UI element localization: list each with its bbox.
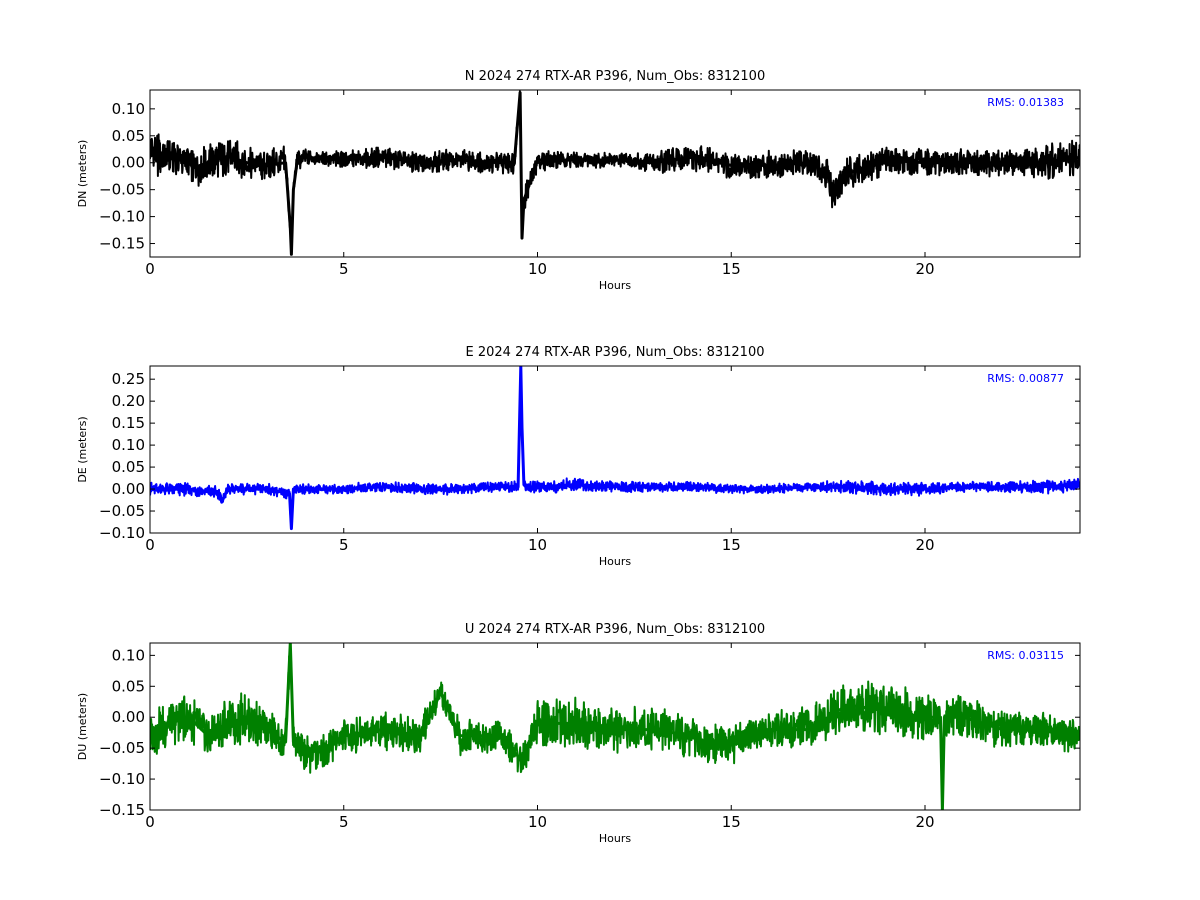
chart-panel-2: 0 5 10 15 20 −0.10 −0.05 0.00 0.05 0.10 0.15 0.20 0.… (76, 345, 1081, 568)
series-line-3 (150, 643, 1080, 810)
chart-title: U 2024 274 RTX-AR P396, Num_Obs: 8312100 (465, 622, 765, 637)
y-tick-label: 0.00 (112, 154, 145, 172)
y-axis-label: DN (meters) (76, 140, 89, 208)
series-line-1 (150, 91, 1080, 256)
chart-panel-3: 0 5 10 15 20 −0.15 −0.10 −0.05 0.00 0.05 0.10 U 202… (76, 622, 1081, 845)
chart-title: E 2024 274 RTX-AR P396, Num_Obs: 8312100 (466, 345, 765, 360)
y-tick-label: 0.05 (112, 127, 145, 145)
chart-title: N 2024 274 RTX-AR P396, Num_Obs: 8312100 (465, 69, 765, 84)
y-tick-label: 0.10 (112, 100, 145, 118)
x-axis-label: Hours (599, 555, 631, 568)
y-tick-label: −0.05 (99, 181, 145, 199)
y-axis-label: DU (meters) (76, 693, 89, 760)
y-tick-label: 0.15 (112, 414, 145, 432)
rms-annotation: RMS: 0.01383 (987, 96, 1064, 109)
y-tick-label: −0.15 (99, 801, 145, 819)
plot-frame (149, 642, 1081, 811)
x-tick-label: 10 (528, 813, 547, 831)
x-axis-label: Hours (599, 279, 631, 292)
x-tick-label: 5 (339, 536, 349, 554)
x-tick-label: 0 (145, 536, 155, 554)
y-tick-label: 0.20 (112, 392, 145, 410)
x-tick-label: 10 (528, 260, 547, 278)
x-tick-label: 20 (915, 260, 934, 278)
y-tick-label: 0.25 (112, 370, 145, 388)
x-tick-label: 0 (145, 813, 155, 831)
plot-frame (149, 365, 1081, 534)
rms-annotation: RMS: 0.03115 (987, 649, 1064, 662)
y-tick-label: −0.05 (99, 502, 145, 520)
rms-annotation: RMS: 0.00877 (987, 372, 1064, 385)
x-tick-label: 20 (915, 813, 934, 831)
x-tick-label: 5 (339, 260, 349, 278)
y-tick-label: −0.10 (99, 208, 145, 226)
x-tick-label: 0 (145, 260, 155, 278)
x-tick-label: 20 (915, 536, 934, 554)
x-tick-label: 5 (339, 813, 349, 831)
x-tick-label: 15 (722, 813, 741, 831)
y-tick-label: −0.05 (99, 739, 145, 757)
x-tick-label: 15 (722, 536, 741, 554)
y-tick-label: −0.10 (99, 770, 145, 788)
plot-frame (149, 89, 1081, 258)
series-line-2 (150, 366, 1080, 531)
y-tick-label: 0.05 (112, 677, 145, 695)
y-tick-label: 0.00 (112, 480, 145, 498)
y-axis-label: DE (meters) (76, 416, 89, 482)
y-tick-label: 0.00 (112, 708, 145, 726)
y-tick-label: 0.05 (112, 458, 145, 476)
y-tick-label: −0.15 (99, 235, 145, 253)
y-tick-label: 0.10 (112, 436, 145, 454)
y-tick-label: −0.10 (99, 524, 145, 542)
x-tick-label: 10 (528, 536, 547, 554)
x-axis-label: Hours (599, 832, 631, 845)
x-tick-label: 15 (722, 260, 741, 278)
y-tick-label: 0.10 (112, 646, 145, 664)
chart-panel-1: 0 5 10 15 20 −0.15 −0.10 −0.05 0.00 0.05 0.10 N 202… (76, 69, 1081, 292)
